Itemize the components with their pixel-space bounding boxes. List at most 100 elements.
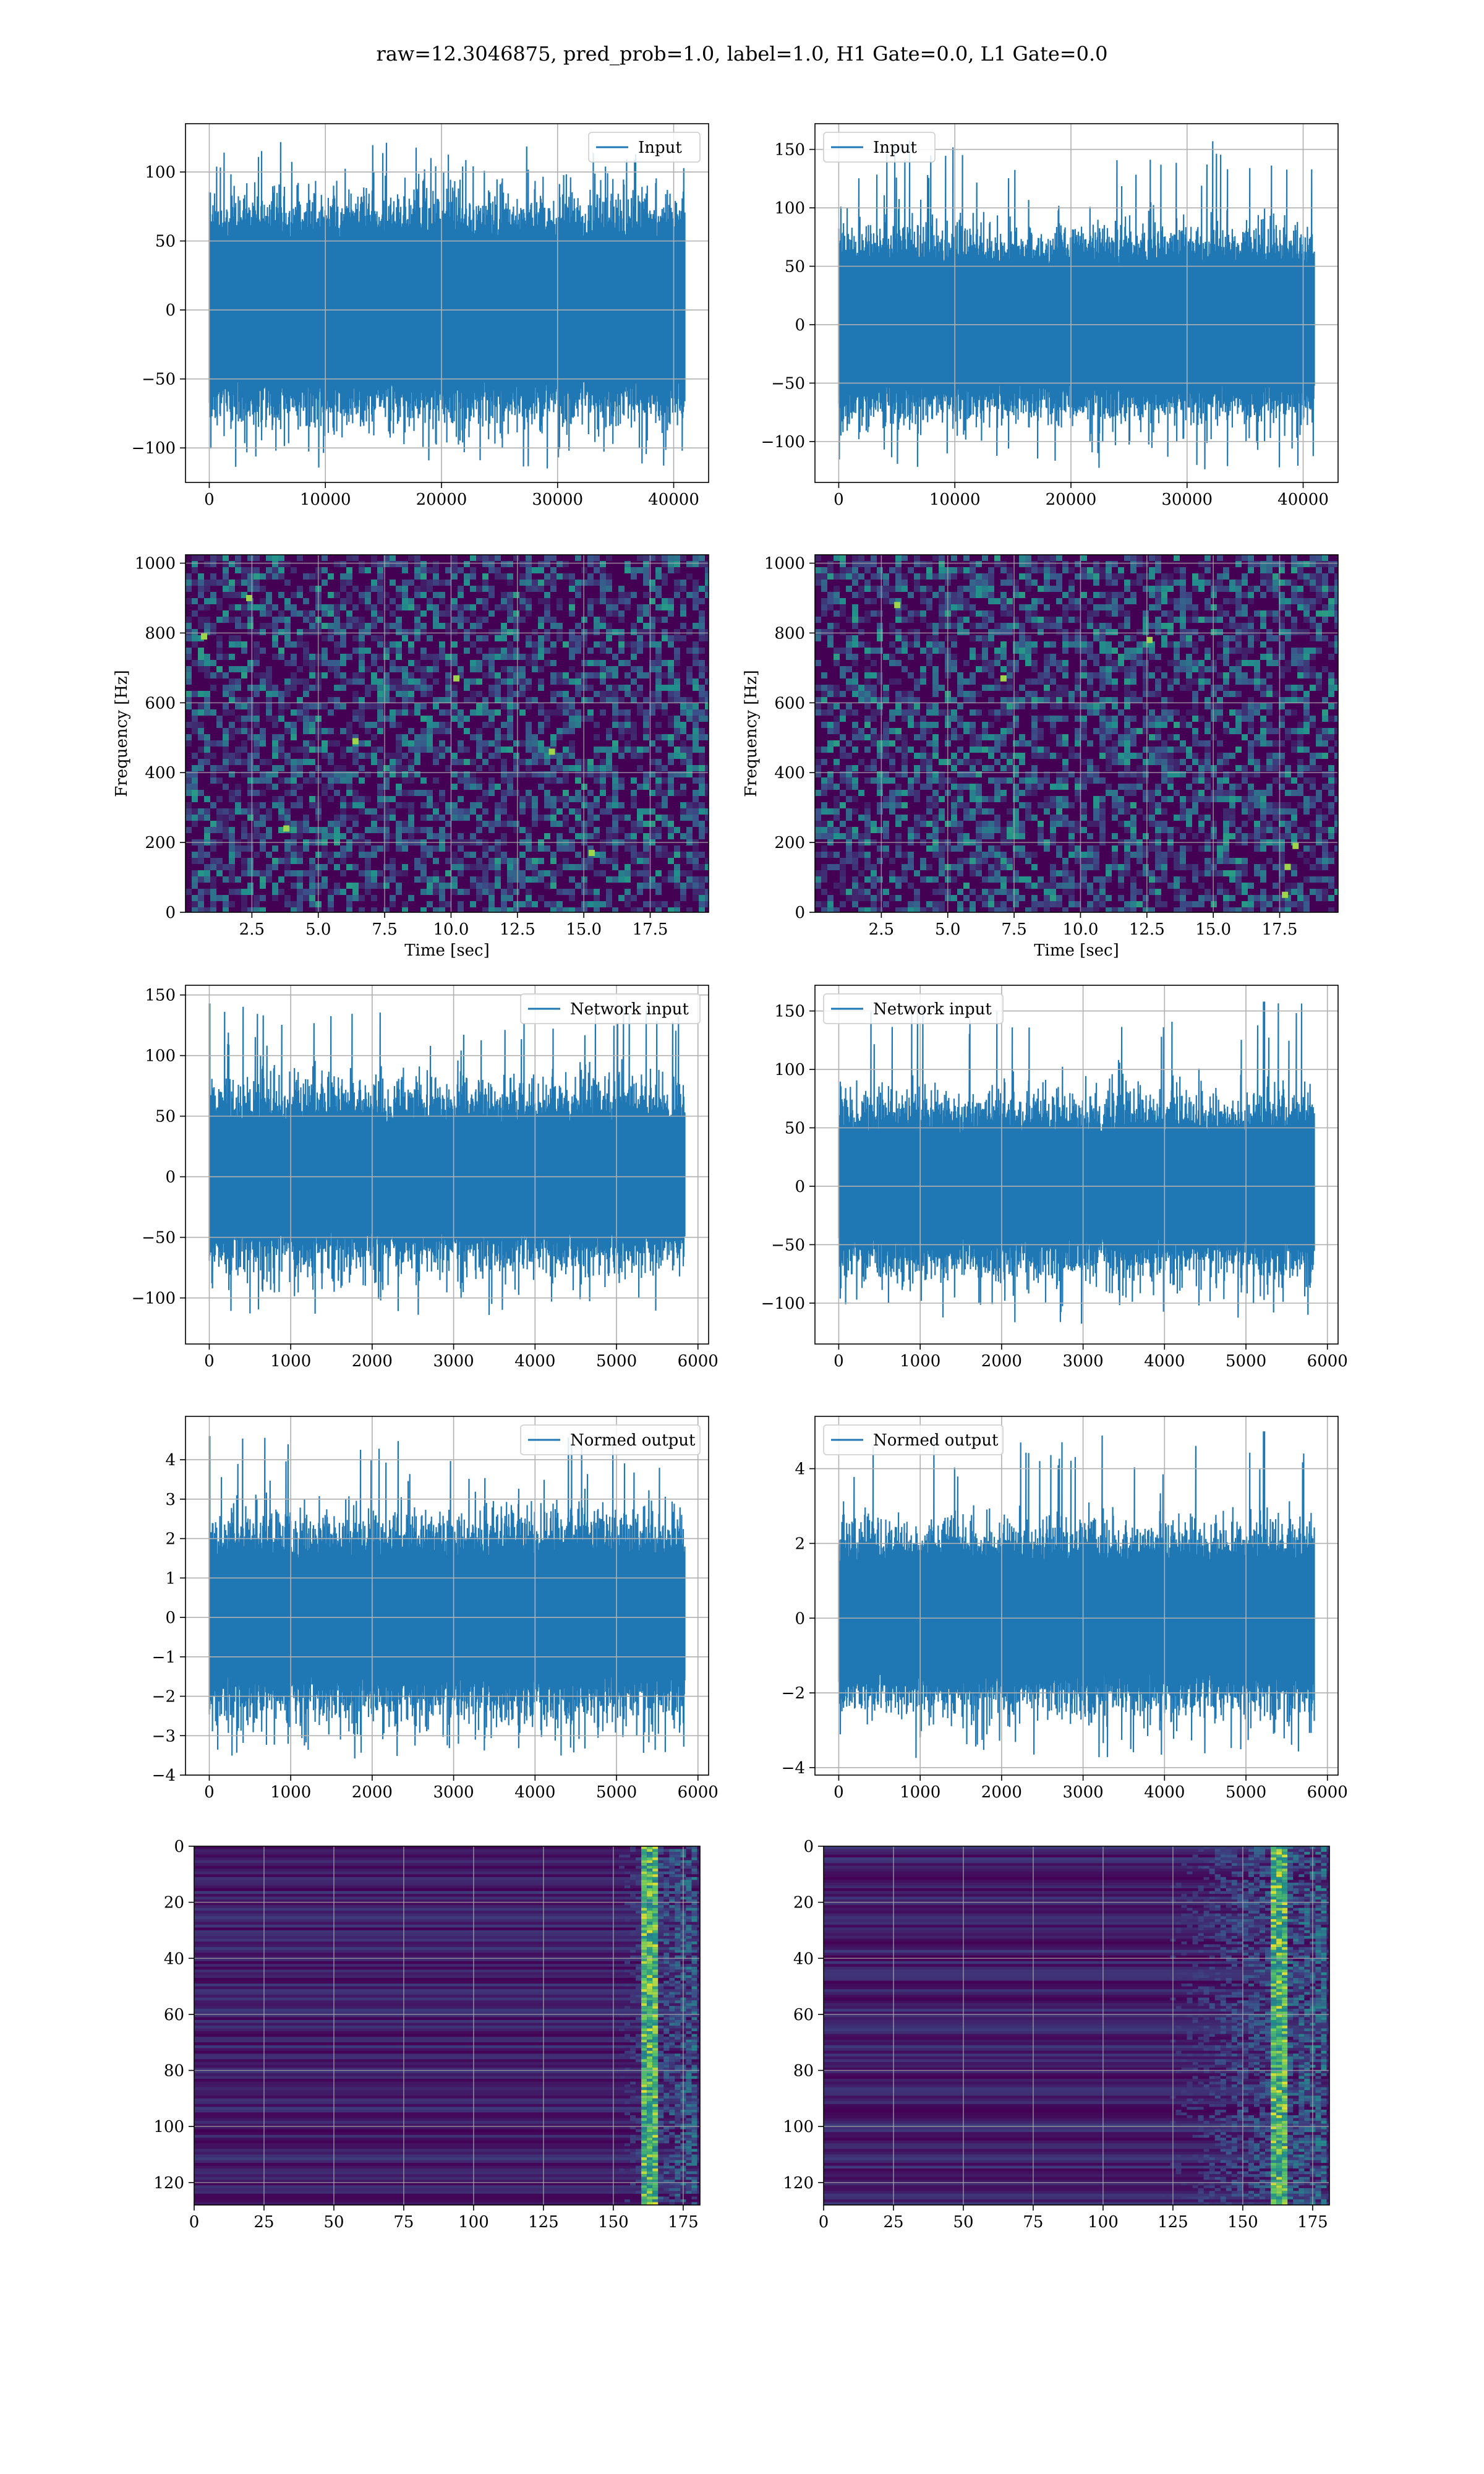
heat-cell — [229, 592, 235, 598]
heat-cell — [1093, 821, 1099, 827]
heat-cell — [618, 827, 625, 833]
heat-cell — [852, 623, 858, 629]
heat-cell — [328, 573, 334, 580]
heat-cell — [291, 883, 297, 889]
heat-cell — [309, 771, 315, 777]
heat-cell — [254, 808, 260, 815]
heat-cell — [618, 697, 625, 703]
heat-cell — [495, 697, 501, 703]
heat-cell — [612, 777, 618, 784]
heat-cell — [864, 734, 871, 740]
heat-cell — [284, 808, 291, 815]
heat-cell — [241, 827, 247, 833]
heat-cell — [488, 765, 495, 771]
heat-cell — [932, 802, 939, 808]
heat-cell — [451, 573, 458, 580]
heat-cell — [229, 709, 235, 716]
heat-cell — [433, 604, 439, 610]
heat-cell — [1161, 722, 1167, 728]
heat-cell — [1130, 666, 1136, 672]
heat-cell — [976, 790, 982, 796]
heat-cell — [402, 821, 408, 827]
heat-cell — [1136, 777, 1143, 784]
heat-cell — [951, 709, 957, 716]
heat-cell — [433, 728, 439, 734]
heat-cell — [254, 654, 260, 660]
heat-cell — [612, 821, 618, 827]
heat-cell — [1062, 821, 1068, 827]
heat-cell — [1223, 815, 1229, 821]
heat-cell — [693, 703, 699, 709]
y-tick-label: 1000 — [135, 555, 176, 573]
heat-cell — [939, 610, 945, 617]
heat-cell — [1279, 580, 1285, 586]
heat-cell — [254, 586, 260, 592]
heat-cell — [1266, 821, 1273, 827]
heat-cell — [1062, 635, 1068, 641]
heat-cell — [260, 685, 266, 691]
heat-cell — [340, 747, 346, 753]
heat-cell — [1167, 660, 1174, 666]
heat-cell — [346, 623, 352, 629]
heat-cell — [846, 635, 852, 641]
heat-cell — [895, 815, 902, 821]
heat-cell — [1167, 598, 1174, 604]
heat-cell — [260, 728, 266, 734]
heat-cell — [1038, 827, 1044, 833]
heat-cell — [1198, 815, 1205, 821]
heat-cell — [526, 598, 532, 604]
heat-cell — [241, 610, 247, 617]
heat-cell — [340, 802, 346, 808]
heat-cell — [507, 610, 513, 617]
heat-cell — [1013, 580, 1019, 586]
heat-cell — [908, 716, 914, 722]
heat-cell — [390, 771, 396, 777]
heat-cell — [705, 889, 709, 895]
heat-cell — [408, 815, 414, 821]
heat-cell — [1235, 833, 1242, 839]
heat-cell — [414, 827, 420, 833]
heat-cell — [982, 586, 988, 592]
heat-cell — [383, 821, 390, 827]
heat-cell — [550, 740, 556, 747]
heat-cell — [705, 784, 709, 790]
heat-cell — [827, 784, 834, 790]
heat-cell — [846, 808, 852, 815]
heat-cell — [1112, 666, 1118, 672]
heat-cell — [247, 604, 254, 610]
heat-cell — [858, 592, 864, 598]
heat-cell — [260, 845, 266, 852]
heat-cell — [291, 870, 297, 876]
heat-cell — [625, 672, 631, 678]
heat-cell — [1161, 716, 1167, 722]
heat-cell — [402, 567, 408, 573]
heat-cell — [926, 833, 932, 839]
heat-cell — [914, 678, 920, 685]
heat-cell — [976, 691, 982, 697]
heat-cell — [247, 808, 254, 815]
heat-cell — [439, 901, 445, 907]
heat-cell — [1025, 617, 1031, 623]
heat-cell — [1044, 660, 1050, 666]
heat-cell — [254, 573, 260, 580]
heat-cell — [371, 821, 377, 827]
heat-cell — [895, 821, 902, 827]
heat-cell — [1192, 709, 1198, 716]
heat-cell — [1235, 666, 1242, 672]
heat-cell — [1334, 592, 1338, 598]
heat-cell — [309, 660, 315, 666]
heat-cell — [501, 765, 507, 771]
heat-cell — [1130, 734, 1136, 740]
heat-cell — [1254, 678, 1260, 685]
heat-cell — [612, 833, 618, 839]
heat-cell — [383, 864, 390, 870]
heat-cell — [247, 555, 254, 561]
heat-cell — [1124, 759, 1130, 765]
heat-cell — [970, 604, 976, 610]
heat-cell — [1260, 740, 1266, 747]
heat-cell — [1044, 561, 1050, 567]
heat-cell — [550, 771, 556, 777]
heat-cell — [439, 654, 445, 660]
heat-cell — [631, 697, 637, 703]
heat-cell — [600, 777, 606, 784]
